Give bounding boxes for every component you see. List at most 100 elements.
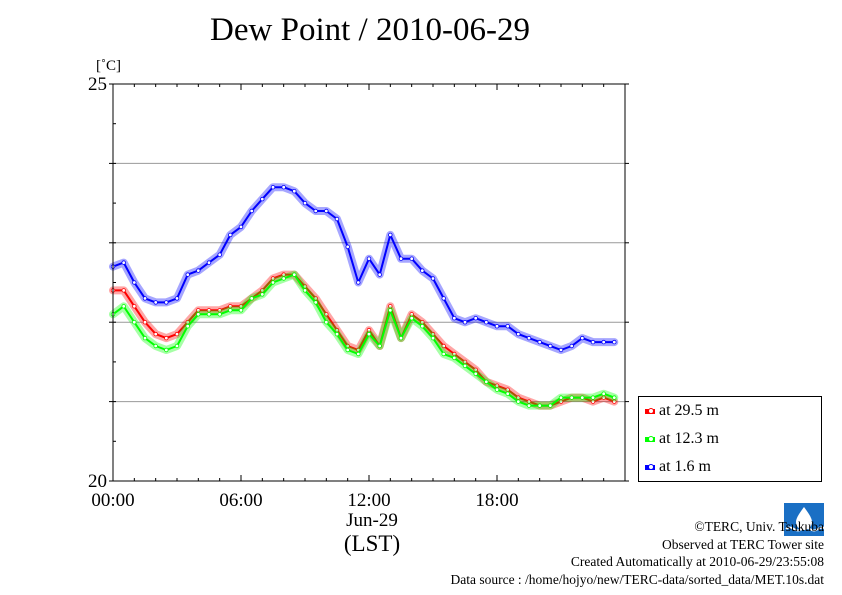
data-point bbox=[590, 399, 596, 404]
data-point bbox=[580, 335, 585, 341]
data-point bbox=[452, 316, 457, 321]
data-point bbox=[612, 395, 617, 400]
data-point bbox=[174, 343, 180, 349]
data-point bbox=[196, 312, 201, 317]
credit-created: Created Automatically at 2010-06-29/23:5… bbox=[570, 554, 824, 569]
data-point bbox=[292, 272, 297, 277]
data-point bbox=[196, 268, 201, 273]
data-point bbox=[185, 272, 190, 277]
legend-label: at 12.3 m bbox=[659, 430, 719, 447]
data-point bbox=[302, 288, 308, 293]
legend-item-12-3m: at 12.3 m bbox=[645, 428, 719, 450]
data-point bbox=[228, 232, 233, 238]
credit-observed: Observed at TERC Tower site bbox=[661, 536, 824, 552]
data-point bbox=[548, 343, 553, 349]
x-tick-label: 00:00 bbox=[91, 490, 134, 511]
y-axis-unit-label: [˚C] bbox=[96, 58, 121, 74]
data-point bbox=[430, 335, 436, 341]
data-point bbox=[537, 339, 542, 345]
data-point bbox=[206, 260, 212, 265]
data-point bbox=[174, 331, 180, 337]
data-point bbox=[420, 324, 425, 329]
data-point bbox=[164, 347, 169, 353]
data-point bbox=[516, 331, 521, 337]
data-point bbox=[590, 395, 596, 400]
data-point bbox=[174, 296, 180, 301]
data-point bbox=[366, 331, 372, 337]
data-point bbox=[526, 335, 532, 341]
data-point bbox=[601, 339, 606, 345]
series-lines bbox=[109, 183, 619, 410]
data-point bbox=[558, 395, 564, 400]
data-point bbox=[153, 331, 158, 337]
data-point bbox=[494, 324, 500, 329]
data-point bbox=[164, 335, 169, 341]
x-tick-label: 18:00 bbox=[475, 490, 518, 511]
data-point bbox=[121, 304, 126, 309]
data-point bbox=[334, 331, 340, 337]
legend-swatch-blue bbox=[645, 463, 655, 470]
legend-item-1-6m: at 1.6 m bbox=[645, 456, 711, 478]
data-point bbox=[302, 200, 308, 206]
data-point bbox=[249, 296, 254, 301]
data-point bbox=[612, 399, 617, 404]
y-tick-label: 20 bbox=[88, 471, 107, 492]
data-point bbox=[270, 280, 276, 285]
data-point bbox=[217, 312, 222, 317]
data-point bbox=[228, 308, 233, 313]
data-point bbox=[206, 312, 212, 317]
data-point bbox=[398, 256, 404, 261]
credit-source: Data source : /home/hojyo/new/TERC-data/… bbox=[450, 571, 824, 587]
data-point bbox=[377, 272, 382, 277]
data-point bbox=[324, 312, 329, 317]
data-point bbox=[548, 403, 553, 408]
legend-label: at 1.6 m bbox=[659, 458, 711, 475]
data-point bbox=[430, 276, 436, 281]
plot-frame bbox=[112, 83, 626, 482]
data-point bbox=[270, 184, 276, 190]
data-point bbox=[292, 188, 297, 194]
data-point bbox=[388, 232, 393, 238]
data-point bbox=[452, 355, 457, 361]
data-point bbox=[473, 316, 478, 321]
data-point bbox=[441, 343, 446, 349]
data-point bbox=[142, 296, 148, 301]
chart-legend: at 29.5 m at 12.3 m at 1.6 m bbox=[638, 396, 822, 482]
x-axis-date-label: Jun-29 bbox=[346, 510, 398, 531]
grid-lines bbox=[113, 162, 625, 403]
data-point bbox=[601, 391, 606, 396]
data-point bbox=[334, 216, 340, 222]
data-point bbox=[345, 244, 350, 249]
data-point bbox=[164, 300, 169, 305]
data-point bbox=[324, 208, 329, 214]
data-point bbox=[505, 391, 510, 396]
data-point bbox=[420, 268, 425, 273]
data-point bbox=[580, 395, 585, 400]
legend-swatch-green bbox=[645, 435, 655, 442]
data-point bbox=[409, 256, 414, 261]
x-axis-title: (LST) bbox=[343, 531, 401, 556]
data-point bbox=[153, 300, 158, 305]
data-point bbox=[249, 208, 254, 214]
data-point bbox=[238, 224, 244, 230]
data-point bbox=[132, 280, 137, 285]
data-point bbox=[441, 296, 446, 301]
data-point bbox=[356, 351, 361, 357]
data-point bbox=[121, 260, 126, 265]
data-point bbox=[558, 347, 564, 353]
data-point bbox=[537, 403, 542, 408]
data-point bbox=[558, 399, 564, 404]
data-point bbox=[366, 256, 372, 261]
data-point bbox=[132, 304, 137, 309]
data-point bbox=[121, 288, 126, 293]
data-point bbox=[345, 347, 350, 353]
data-point bbox=[281, 184, 286, 190]
data-point bbox=[398, 335, 404, 341]
data-point bbox=[260, 196, 265, 202]
data-point bbox=[590, 339, 596, 345]
data-point bbox=[313, 208, 318, 214]
data-point bbox=[388, 308, 393, 313]
data-point bbox=[516, 399, 521, 404]
credits-block: ©TERC, Univ. Tsukuba Observed at TERC To… bbox=[450, 518, 824, 588]
